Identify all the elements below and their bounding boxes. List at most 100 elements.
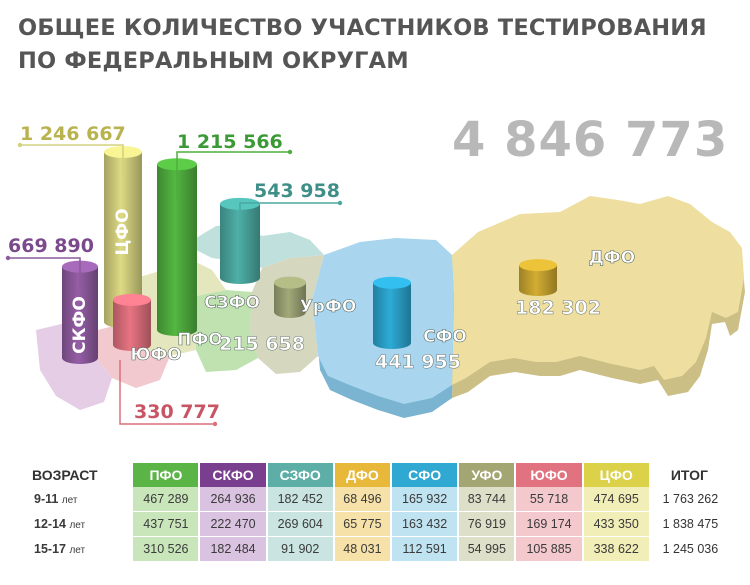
value-cell: 55 718 xyxy=(516,487,584,512)
header-5: УФО xyxy=(459,463,517,487)
bar-0 xyxy=(104,146,142,328)
age-unit: лет xyxy=(69,545,86,556)
row-total: 1 245 036 xyxy=(650,537,730,562)
value-label-7: 182 302 xyxy=(515,297,601,319)
bar-top-4 xyxy=(113,293,151,306)
header-3: ДФО xyxy=(334,463,393,487)
value-cell: 68 496 xyxy=(334,487,393,512)
bar-5 xyxy=(274,276,306,318)
bar-1 xyxy=(157,158,197,336)
table-header-row: ВОЗРАСТ ПФО СКФО СЗФО ДФО СФО УФО ЮФО ЦФО ИТОГ xyxy=(20,463,730,487)
bar-body-5 xyxy=(274,282,306,318)
header-4: СФО xyxy=(392,463,460,487)
bar-body-4 xyxy=(113,299,151,351)
value-cell: 182 452 xyxy=(267,487,335,512)
value-label-0: 1 246 667 xyxy=(20,123,126,145)
value-cell: 474 695 xyxy=(583,487,651,512)
header-0: ПФО xyxy=(133,463,201,487)
title-line-1: ОБЩЕЕ КОЛИЧЕСТВО УЧАСТНИКОВ ТЕСТИРОВАНИЯ xyxy=(18,15,707,41)
value-cell: 437 751 xyxy=(133,512,201,537)
bar-7 xyxy=(519,259,557,296)
row-total: 1 838 475 xyxy=(650,512,730,537)
callout-line-0 xyxy=(20,144,124,178)
callout-line-1 xyxy=(176,151,290,198)
value-cell: 269 604 xyxy=(267,512,335,537)
header-age: ВОЗРАСТ xyxy=(20,463,134,487)
age-unit: лет xyxy=(61,495,78,506)
value-cell: 91 902 xyxy=(267,537,335,562)
category-label-5: УрФО xyxy=(300,297,357,317)
value-cell: 169 174 xyxy=(516,512,584,537)
value-cell: 165 932 xyxy=(392,487,460,512)
table-row: 12-14 лет 437 751 222 470 269 604 65 775 163 … xyxy=(20,512,730,537)
callout-dot-3 xyxy=(5,255,11,261)
value-cell: 48 031 xyxy=(334,537,393,562)
category-label-2: СЗФО xyxy=(204,293,260,313)
value-label-4: 330 777 xyxy=(134,401,220,423)
category-label-6: СФО xyxy=(423,327,467,347)
category-label-0: ЦФО xyxy=(113,208,133,255)
value-cell: 65 775 xyxy=(334,512,393,537)
bar-top-7 xyxy=(519,259,557,272)
callout-line-2 xyxy=(239,202,340,210)
value-label-3: 669 890 xyxy=(8,235,94,257)
callout-dot-4 xyxy=(212,421,218,427)
age-unit: лет xyxy=(69,520,86,531)
category-label-1: ПФО xyxy=(177,330,223,350)
category-label-4: ЮФО xyxy=(130,345,181,365)
value-label-2: 543 958 xyxy=(254,180,340,202)
total-count: 4 846 773 xyxy=(452,112,729,168)
page-title: ОБЩЕЕ КОЛИЧЕСТВО УЧАСТНИКОВ ТЕСТИРОВАНИЯ… xyxy=(18,12,707,78)
header-6: ЮФО xyxy=(516,463,584,487)
header-1: СКФО xyxy=(200,463,268,487)
header-total: ИТОГ xyxy=(650,463,730,487)
bar-body-1 xyxy=(157,164,197,336)
bar-body-3 xyxy=(62,266,98,364)
age-breakdown-table: ВОЗРАСТ ПФО СКФО СЗФО ДФО СФО УФО ЮФО ЦФО ИТОГ 9… xyxy=(20,463,730,562)
value-cell: 54 995 xyxy=(459,537,517,562)
header-7: ЦФО xyxy=(583,463,651,487)
bar-body-0 xyxy=(104,152,142,328)
category-label-7: ДФО xyxy=(589,248,635,268)
table-row: 9-11 лет 467 289 264 936 182 452 68 496 165 9… xyxy=(20,487,730,512)
row-total: 1 763 262 xyxy=(650,487,730,512)
callout-dot-0 xyxy=(17,142,23,148)
bar-body-2 xyxy=(220,203,260,284)
callout-dot-1 xyxy=(287,149,293,155)
bar-6 xyxy=(373,276,411,349)
bar-4 xyxy=(113,293,151,351)
dfo-region xyxy=(452,196,744,385)
value-cell: 76 919 xyxy=(459,512,517,537)
value-cell: 467 289 xyxy=(133,487,201,512)
age-cell: 9-11 лет xyxy=(20,487,134,512)
value-label-1: 1 215 566 xyxy=(177,131,283,153)
table-row: 15-17 лет 310 526 182 484 91 902 48 031 112 5… xyxy=(20,537,730,562)
district-map-chart: ЦФО 1 246 667 ПФО 1 215 566 СЗФО 543 958 СКФО 6… xyxy=(5,123,745,427)
value-cell: 163 432 xyxy=(392,512,460,537)
value-cell: 182 484 xyxy=(200,537,268,562)
value-label-5: 215 658 xyxy=(219,333,305,355)
value-label-6: 441 955 xyxy=(375,351,461,373)
callout-line-3 xyxy=(8,257,81,290)
header-2: СЗФО xyxy=(267,463,335,487)
callout-line-4 xyxy=(119,360,215,425)
pfo-region xyxy=(196,290,258,372)
bar-body-7 xyxy=(519,265,557,296)
bar-top-5 xyxy=(274,276,306,289)
value-cell: 112 591 xyxy=(392,537,460,562)
bar-top-6 xyxy=(373,276,411,289)
title-line-2: ПО ФЕДЕРАЛЬНЫМ ОКРУГАМ xyxy=(18,48,409,74)
value-cell: 83 744 xyxy=(459,487,517,512)
age-cell: 12-14 лет xyxy=(20,512,134,537)
value-cell: 433 350 xyxy=(583,512,651,537)
value-cell: 222 470 xyxy=(200,512,268,537)
value-cell: 264 936 xyxy=(200,487,268,512)
bar-3 xyxy=(62,260,98,364)
age-cell: 15-17 лет xyxy=(20,537,134,562)
category-label-3: СКФО xyxy=(70,296,90,354)
value-cell: 338 622 xyxy=(583,537,651,562)
bar-2 xyxy=(220,197,260,284)
value-cell: 310 526 xyxy=(133,537,201,562)
callout-dot-2 xyxy=(337,200,343,206)
bar-body-6 xyxy=(373,282,411,349)
